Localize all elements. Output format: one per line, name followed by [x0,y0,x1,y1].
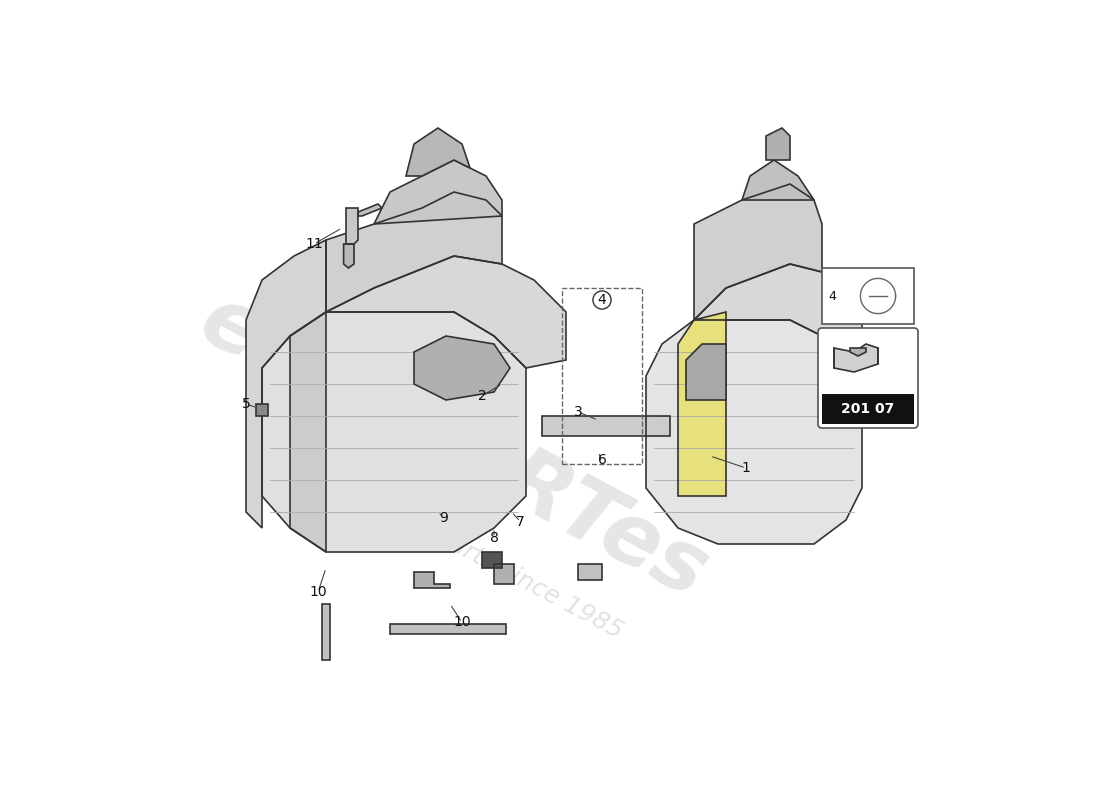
FancyBboxPatch shape [822,268,914,324]
Polygon shape [578,564,602,580]
Text: 5: 5 [242,397,251,411]
Polygon shape [542,416,670,436]
Bar [822,394,914,424]
Text: 1: 1 [741,461,750,475]
Text: 8: 8 [490,530,498,545]
Polygon shape [742,160,814,200]
Text: 4: 4 [828,290,836,302]
Polygon shape [390,624,506,634]
Polygon shape [494,564,514,584]
Polygon shape [322,604,330,660]
Polygon shape [246,240,326,528]
Polygon shape [482,552,502,568]
Polygon shape [834,344,878,372]
Text: 11: 11 [305,237,323,251]
Polygon shape [414,572,450,588]
Polygon shape [358,204,382,216]
Text: 6: 6 [597,453,606,467]
Polygon shape [290,312,326,552]
Text: 7: 7 [516,514,525,529]
Polygon shape [374,160,502,224]
Text: 9: 9 [439,510,448,525]
Polygon shape [686,344,726,400]
Polygon shape [346,208,358,244]
Text: 10: 10 [309,585,327,599]
Text: 2: 2 [477,389,486,403]
Polygon shape [255,404,268,416]
Polygon shape [646,320,862,544]
Polygon shape [406,128,470,176]
Bar [562,288,642,464]
Text: 4: 4 [597,293,606,307]
Polygon shape [414,336,510,400]
Polygon shape [694,184,822,320]
Text: 10: 10 [453,615,471,630]
Text: 3: 3 [573,405,582,419]
Polygon shape [850,348,866,356]
FancyBboxPatch shape [818,328,918,428]
Polygon shape [326,256,566,368]
Text: euroPARTes: euroPARTes [186,279,722,617]
Polygon shape [766,128,790,160]
Text: 201 07: 201 07 [842,402,894,416]
Polygon shape [262,312,526,552]
Polygon shape [343,244,354,268]
Polygon shape [694,264,862,368]
Text: a passion for parts since 1985: a passion for parts since 1985 [282,445,626,643]
Polygon shape [678,312,726,496]
Polygon shape [326,192,502,312]
